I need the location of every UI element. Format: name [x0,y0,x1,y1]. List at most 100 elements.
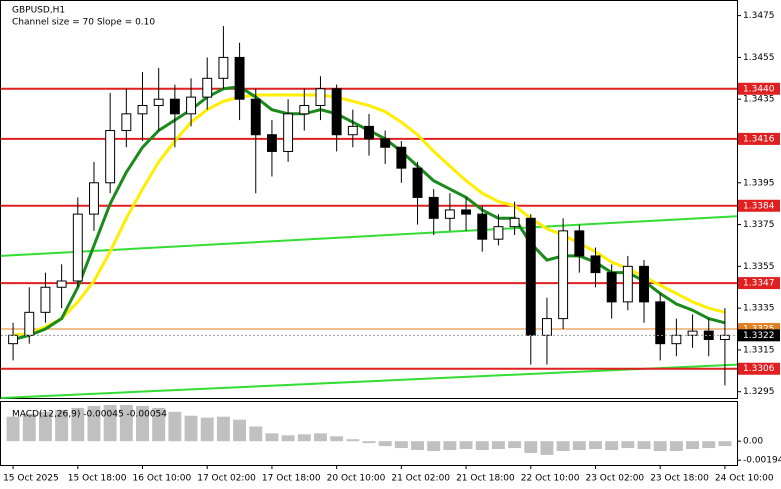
y-tick-label: 1.3475 [743,11,775,21]
price-label: 1.3322 [743,331,775,341]
candle-body [364,125,374,140]
level-tag [738,362,780,375]
macd-bar [6,416,20,442]
macd-bar [55,409,69,442]
candle-body [56,280,67,288]
macd-bar [200,417,214,442]
macd-bar [475,441,489,451]
candle-body [639,265,649,303]
candle-body [266,134,277,152]
candle-body [719,334,730,340]
level-label: 1.3440 [743,84,775,94]
macd-bar [297,434,311,442]
level-label: 1.3306 [743,364,775,374]
macd-bar [718,441,732,447]
x-tick-label: 17 Oct 02:00 [197,474,256,484]
macd-bar [653,441,667,451]
level-tag [738,277,780,290]
price-tag [738,329,780,342]
candle-body [574,230,585,257]
y-tick-label: 1.3315 [743,345,775,355]
macd-bar [38,411,52,442]
macd-bar [589,441,602,450]
y-tick-label: 1.3395 [743,178,775,188]
candle-body [8,334,19,345]
moving-average [12,93,726,337]
y-tick-label: 1.3435 [743,95,775,105]
macd-bar [378,441,392,447]
candle-body [218,56,229,79]
x-tick-label: 17 Oct 18:00 [262,474,321,484]
macd-bar [313,433,327,442]
y-tick-label: 1.3455 [743,53,775,63]
candle-body [250,98,261,136]
candle-body [671,334,682,345]
candle-body [622,265,633,303]
macd-bar [686,441,700,450]
candle-body [153,98,164,106]
macd-bar [119,404,133,442]
x-tick-label: 15 Oct 18:00 [68,474,127,484]
macd-bar [168,411,182,442]
candle-body [121,113,132,132]
y-tick-label: 1.3295 [743,387,775,397]
macd-bar [22,413,36,442]
level-label: 1.3384 [743,201,775,211]
candle-body [89,182,99,215]
candle-body [186,96,196,115]
candle-body [283,113,294,152]
x-tick-label: 21 Oct 18:00 [456,474,515,484]
candle-body [315,88,326,106]
x-tick-label: 22 Oct 10:00 [521,474,580,484]
macd-label: MACD(12,26,9) -0.00045 -0.00054 [12,410,167,420]
macd-bar [540,441,554,455]
x-tick-label: 20 Oct 10:00 [327,474,386,484]
macd-bar [233,419,247,442]
candle-body [687,330,698,336]
channel-line [0,215,738,257]
candle-body [299,104,310,115]
candle-body [477,213,488,240]
channel-line [0,363,738,399]
candle-body [396,146,407,169]
x-tick-label: 16 Oct 10:00 [133,474,192,484]
macd-bar [152,407,166,442]
macd-tick-label: -0.00194 [743,456,781,466]
macd-bar [249,426,263,442]
candle-body [525,217,536,336]
candle-body [234,56,245,100]
y-tick-label: 1.3375 [743,220,775,230]
candle-body [347,125,358,136]
macd-bar [443,441,457,451]
macd-tick-label: 0.00 [743,437,763,447]
macd-bar [605,441,619,451]
candle-body [72,213,83,282]
macd-bar [702,441,716,449]
macd-bar [346,439,360,442]
candle-body [137,104,148,115]
level-label: 1.3416 [743,134,775,144]
candle-body [40,286,51,313]
macd-bar [621,441,635,449]
macd-bar [216,416,230,442]
candle-body [558,230,569,320]
candle-body [590,255,601,274]
price-pane [0,0,738,399]
y-tick-label: 1.3355 [743,262,775,272]
macd-bar [330,436,344,442]
macd-bar [637,441,651,450]
macd-bar [394,441,408,449]
x-tick-label: 24 Oct 10:00 [715,474,774,484]
macd-bar [459,441,473,450]
x-tick-label: 15 Oct 2025 [3,474,59,484]
candle-body [542,318,552,336]
macd-bar [491,441,505,450]
candle-body [509,217,520,228]
macd-bar [103,404,117,442]
candle-body [606,272,617,303]
candle-body [169,98,180,115]
macd-bar [265,433,279,442]
candle-body [380,138,391,148]
macd-bar [411,441,425,451]
